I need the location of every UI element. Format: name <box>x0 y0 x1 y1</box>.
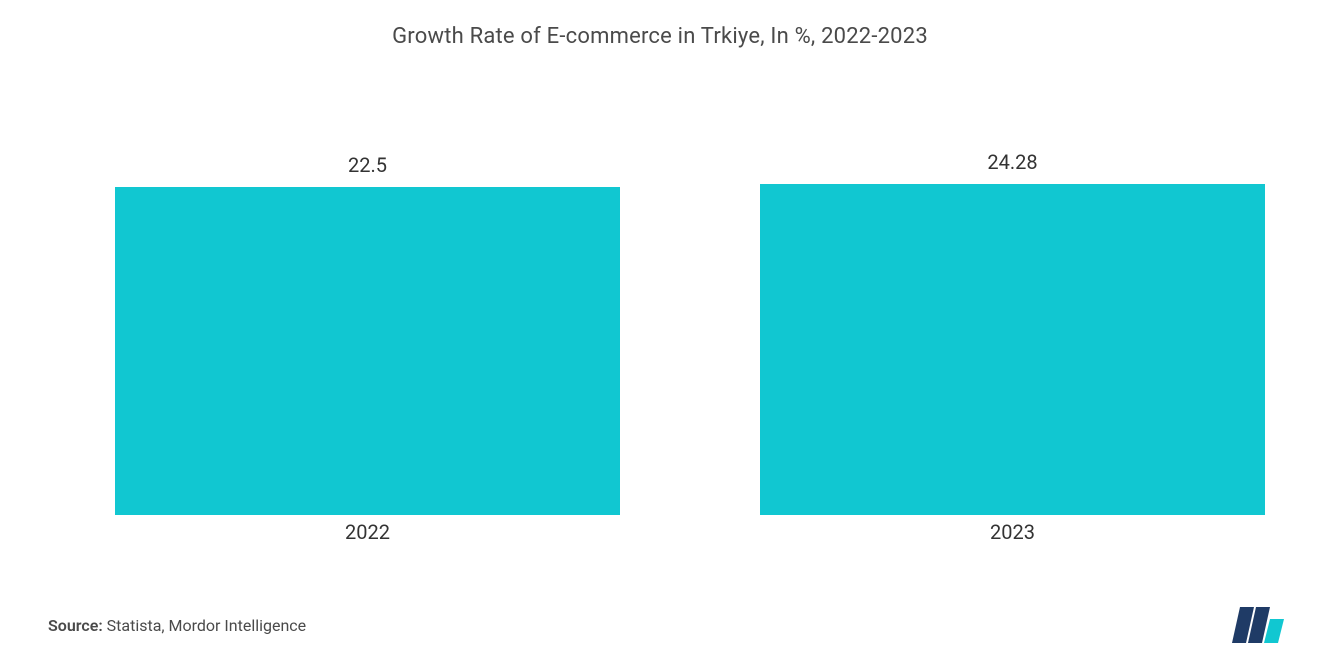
bar-value-label: 22.5 <box>348 153 387 177</box>
bar-group: 24.28 <box>760 150 1265 515</box>
x-axis-labels: 2022 2023 <box>115 520 1265 544</box>
bar-value-label: 24.28 <box>987 150 1037 174</box>
chart-title: Growth Rate of E-commerce in Trkiye, In … <box>0 0 1320 49</box>
source-label: Source: <box>48 616 103 635</box>
bar <box>115 187 620 516</box>
source-text: Statista, Mordor Intelligence <box>103 616 307 635</box>
bar-group: 22.5 <box>115 150 620 515</box>
source-footer: Source: Statista, Mordor Intelligence <box>48 616 306 635</box>
bar <box>760 184 1265 515</box>
plot-area: 22.5 24.28 <box>115 150 1265 515</box>
x-axis-label: 2022 <box>115 520 620 544</box>
x-axis-label: 2023 <box>760 520 1265 544</box>
mordor-logo-icon <box>1232 607 1284 643</box>
